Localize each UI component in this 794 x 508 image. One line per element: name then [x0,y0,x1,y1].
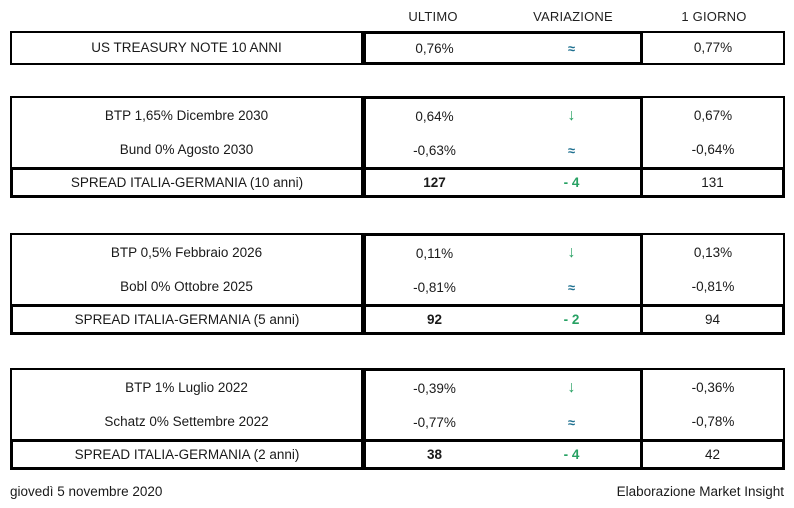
giorno-value: 0,67% [693,107,733,123]
header-variazione: VARIAZIONE [533,8,613,24]
spread-variation-value: - 2 [563,312,580,327]
arrow-down-icon: ↓ [567,107,576,124]
ultimo-value: -0,81% [413,279,456,295]
bond-label: Bund 0% Agosto 2030 [119,141,254,157]
spread-giorno-value: 94 [704,312,721,327]
ultimo-value: -0,77% [413,414,456,430]
ultimo-value: 0,76% [415,40,454,56]
arrow-down-icon: ↓ [567,244,576,261]
spread-giorno-value: 131 [701,175,724,190]
approx-equal-icon: ≈ [567,40,576,56]
spread-ultimo-value: 127 [423,175,446,190]
giorno-value: -0,36% [691,379,735,395]
bond-label: Bobl 0% Ottobre 2025 [120,278,253,294]
spread-row: SPREAD ITALIA-GERMANIA (10 anni) 127 - 4… [10,167,785,198]
approx-equal-icon: ≈ [567,279,576,295]
spread-ultimo-value: 92 [426,312,443,327]
bond-label: US TREASURY NOTE 10 ANNI [91,39,282,55]
spread-row: SPREAD ITALIA-GERMANIA (2 anni) 38 - 4 4… [10,439,785,470]
spread-2y-block: BTP 1% Luglio 2022 Schatz 0% Settembre 2… [10,368,785,470]
approx-equal-icon: ≈ [567,414,576,430]
footer-date: giovedì 5 novembre 2020 [10,484,163,499]
ultimo-value: -0,63% [413,142,456,158]
spread-row: SPREAD ITALIA-GERMANIA (5 anni) 92 - 2 9… [10,304,785,335]
spread-label: SPREAD ITALIA-GERMANIA (5 anni) [74,312,300,327]
approx-equal-icon: ≈ [567,142,576,158]
spread-10y-block: BTP 1,65% Dicembre 2030 Bund 0% Agosto 2… [10,96,785,198]
us-treasury-block: US TREASURY NOTE 10 ANNI 0,76% ≈ 0,77% [10,31,785,65]
giorno-value: 0,13% [693,244,733,260]
header-1-giorno: 1 GIORNO [681,8,747,24]
bond-label: BTP 1,65% Dicembre 2030 [104,107,269,123]
spread-variation-value: - 4 [563,175,580,190]
footer-attribution: Elaborazione Market Insight [616,484,784,499]
table-column-headers: ULTIMO VARIAZIONE 1 GIORNO [363,7,785,25]
spread-label: SPREAD ITALIA-GERMANIA (10 anni) [70,175,304,190]
giorno-value: -0,64% [691,141,735,157]
spread-label: SPREAD ITALIA-GERMANIA (2 anni) [74,447,300,462]
spread-ultimo-value: 38 [426,447,443,462]
giorno-value: -0,81% [691,278,735,294]
ultimo-value: -0,39% [413,380,456,396]
ultimo-value: 0,11% [415,245,454,261]
ultimo-value: 0,64% [415,108,454,124]
spread-giorno-value: 42 [704,447,721,462]
giorno-value: -0,78% [691,413,735,429]
spread-variation-value: - 4 [563,447,580,462]
spread-5y-block: BTP 0,5% Febbraio 2026 Bobl 0% Ottobre 2… [10,233,785,335]
arrow-down-icon: ↓ [567,379,576,396]
giorno-value: 0,77% [693,39,733,55]
header-ultimo: ULTIMO [408,8,458,24]
bond-label: Schatz 0% Settembre 2022 [104,413,269,429]
bond-label: BTP 0,5% Febbraio 2026 [110,244,263,260]
bond-label: BTP 1% Luglio 2022 [125,379,248,395]
